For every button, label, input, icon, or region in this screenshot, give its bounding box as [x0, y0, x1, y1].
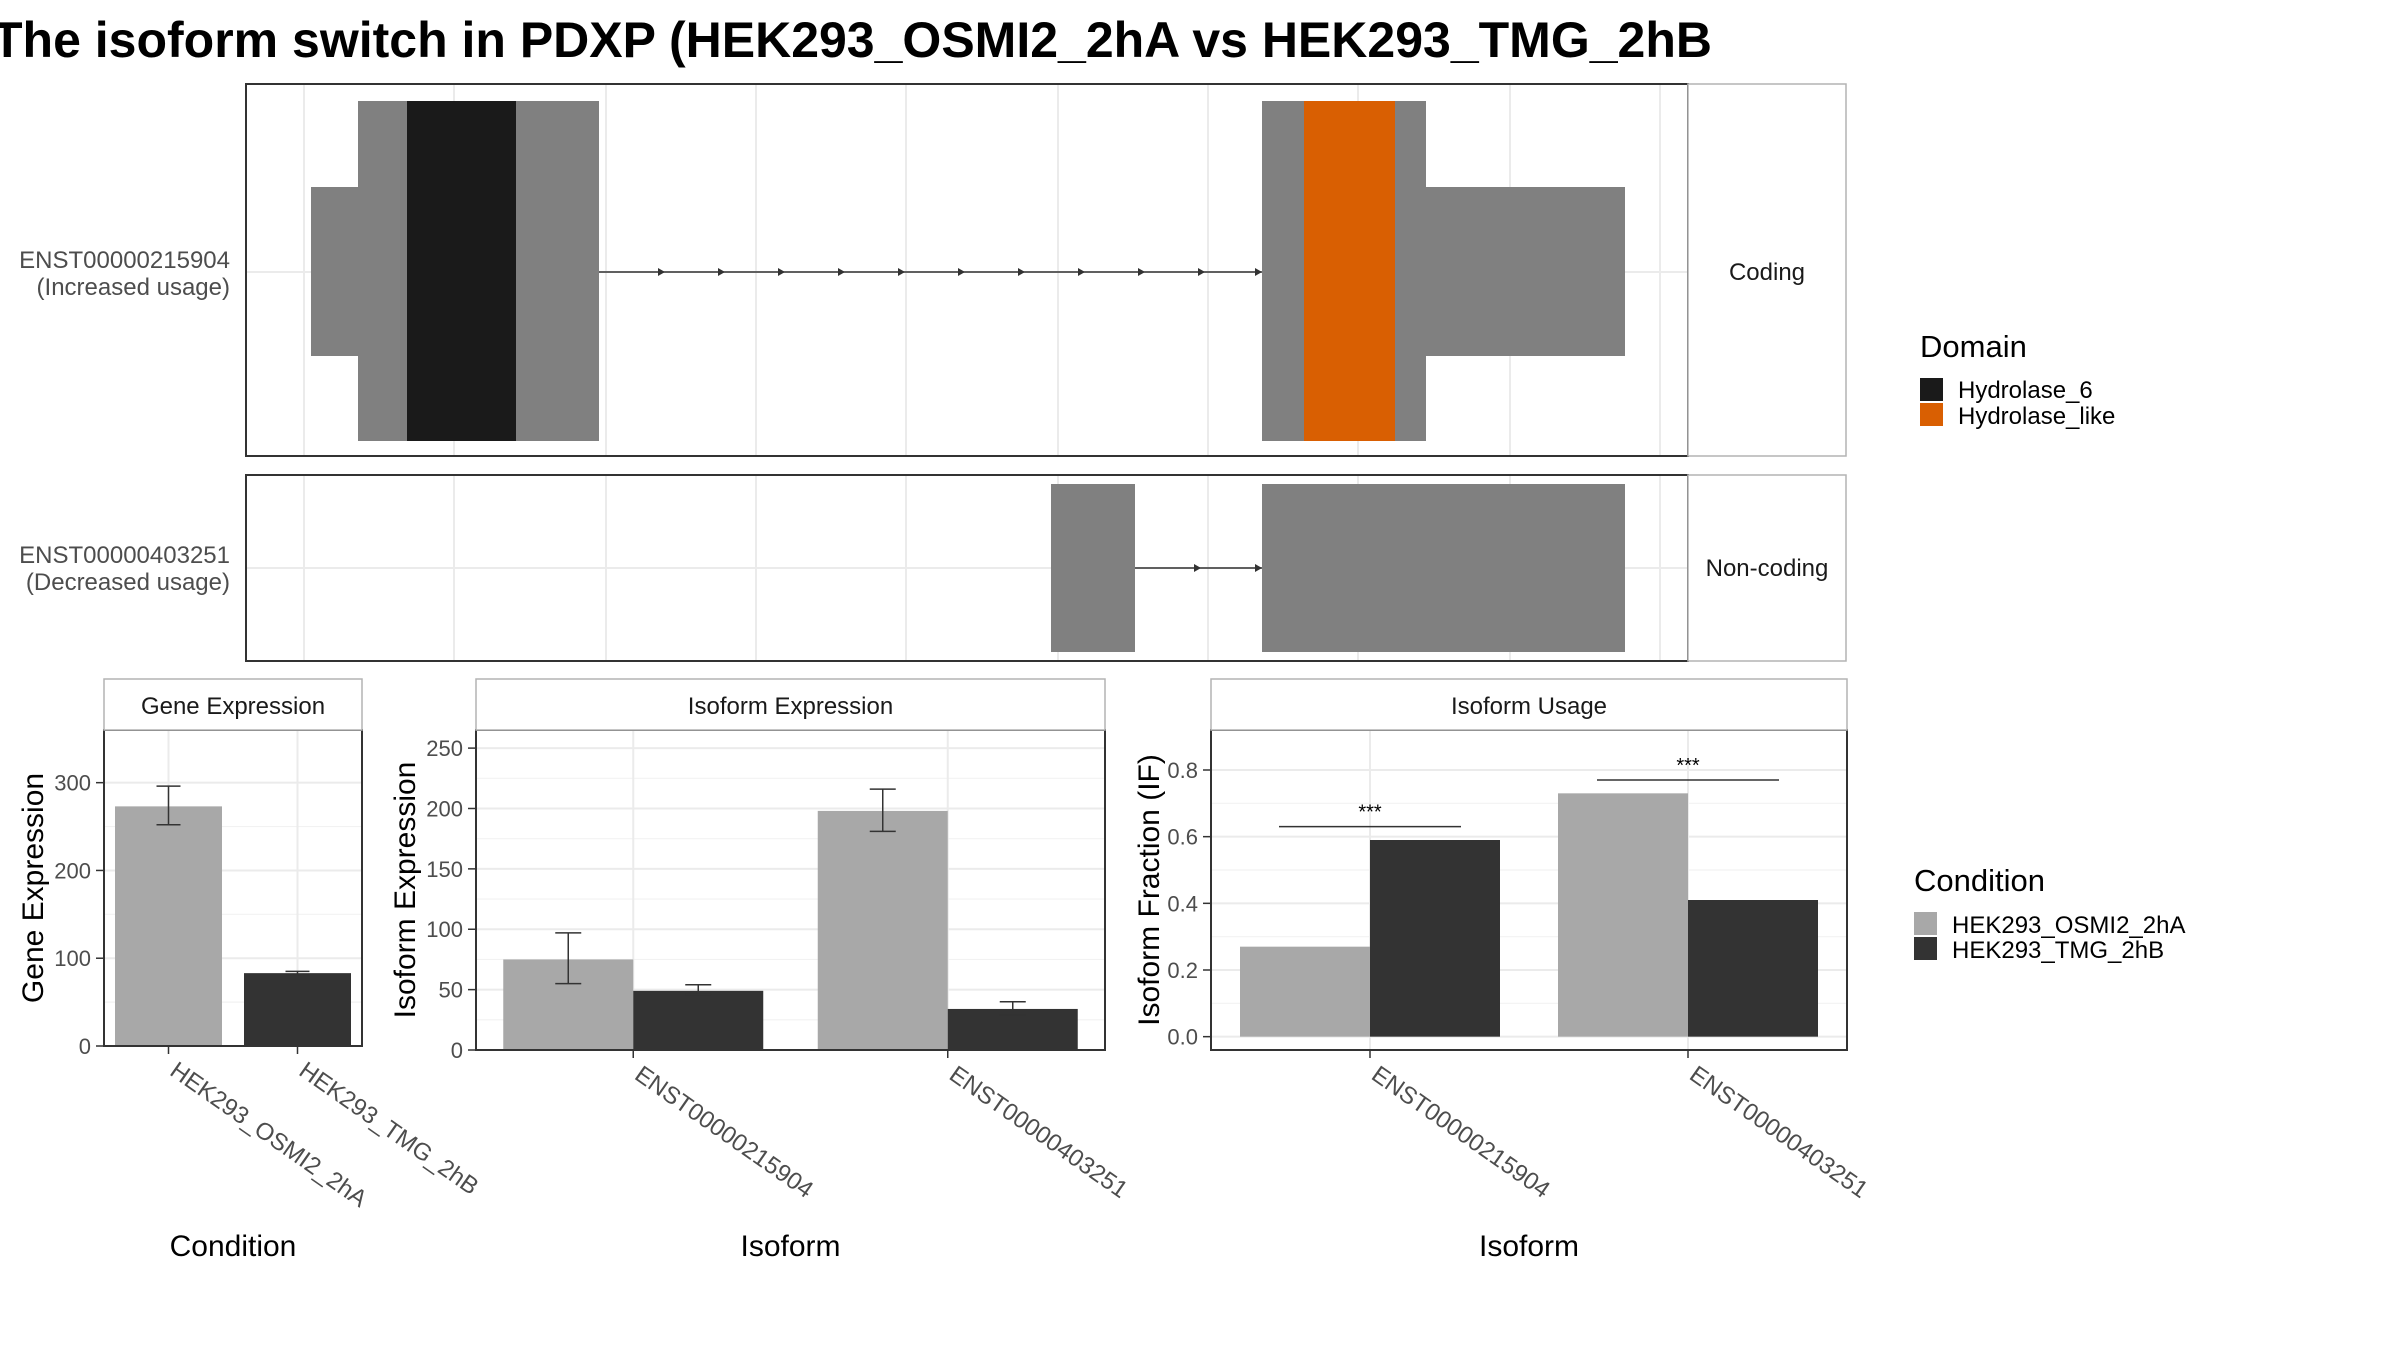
legend-label-cond-a: HEK293_OSMI2_2hA [1952, 912, 2185, 939]
facet-strip [103, 678, 363, 731]
bar [1240, 946, 1370, 1037]
x-tick-label: ENST00000403251 [1685, 1061, 1873, 1204]
y-tick-label: 0.4 [1167, 891, 1198, 916]
y-tick-label: 0 [79, 1034, 91, 1059]
structure-track-noncoding: Non-coding ENST00000403251 (Decreased us… [19, 474, 1847, 662]
noncoding-exon [1051, 484, 1135, 652]
y-tick-label: 0.8 [1167, 758, 1198, 783]
condition-legend-title: Condition [1914, 863, 2045, 898]
isoform-expression-panel: Isoform Expression 0 50 100 150 200 250 ENST000… [389, 678, 1133, 1263]
x-tick-label: ENST00000403251 [944, 1061, 1132, 1204]
x-axis-title: Isoform [1479, 1230, 1579, 1263]
panel-title: Gene Expression [141, 693, 325, 720]
bar [633, 990, 764, 1050]
facet-strip [1210, 678, 1848, 731]
transcript-id: ENST00000215904 [19, 247, 230, 274]
x-tick-label: ENST00000215904 [630, 1061, 818, 1204]
bar [244, 973, 351, 1046]
bar [947, 1008, 1078, 1050]
y-tick-label: 150 [426, 857, 463, 882]
facet-strip [475, 678, 1106, 731]
facet-strip [1687, 83, 1847, 457]
legend-label-hydrolase-6: Hydrolase_6 [1958, 377, 2093, 404]
transcript-id: ENST00000403251 [19, 542, 230, 569]
noncoding-exon [1262, 484, 1625, 652]
y-tick-label: 0.6 [1167, 825, 1198, 850]
utr-exon [311, 187, 359, 356]
y-axis-title: Isoform Fraction (IF) [1133, 754, 1166, 1026]
transcript-usage: (Decreased usage) [26, 569, 230, 596]
facet-label-noncoding: Non-coding [1706, 555, 1829, 582]
structure-track-coding: Coding ENST00000215904 (Increased usage) [19, 83, 1847, 457]
isoform-usage-panel: *** *** Isoform Usage 0.0 0.2 0.4 0.6 0.8 ENST00… [1133, 678, 1873, 1263]
y-tick-label: 0.2 [1167, 958, 1198, 983]
y-tick-label: 200 [426, 796, 463, 821]
y-tick-label: 100 [426, 917, 463, 942]
y-axis-title: Gene Expression [17, 773, 50, 1003]
significance-label: *** [1676, 755, 1700, 777]
domain-hydrolase-like [1304, 101, 1395, 441]
x-tick-label: ENST00000215904 [1367, 1061, 1555, 1204]
y-tick-label: 300 [54, 771, 91, 796]
y-tick-label: 250 [426, 736, 463, 761]
y-tick-label: 0.0 [1167, 1025, 1198, 1050]
legend-swatch-hydrolase-like [1920, 403, 1943, 426]
y-tick-label: 0 [451, 1038, 463, 1063]
condition-legend: Condition HEK293_OSMI2_2hA HEK293_TMG_2h… [1914, 863, 2185, 964]
intron-direction-arrows [1194, 564, 1262, 572]
bar [1370, 840, 1500, 1037]
facet-strip [1687, 474, 1847, 662]
y-tick-label: 50 [439, 978, 463, 1003]
x-axis-title: Condition [170, 1230, 297, 1263]
figure-title: The isoform switch in PDXP (HEK293_OSMI2… [0, 12, 1712, 68]
legend-swatch-hydrolase-6 [1920, 378, 1943, 401]
legend-swatch-cond-b [1914, 937, 1937, 960]
significance-label: *** [1358, 802, 1382, 824]
domain-legend-title: Domain [1920, 329, 2027, 364]
legend-label-cond-b: HEK293_TMG_2hB [1952, 937, 2164, 964]
x-axis-title: Isoform [740, 1230, 840, 1263]
bar [1688, 900, 1818, 1037]
legend-label-hydrolase-like: Hydrolase_like [1958, 403, 2115, 430]
bar [817, 810, 948, 1050]
legend-swatch-cond-a [1914, 912, 1937, 935]
intron-direction-arrows [658, 268, 1262, 276]
utr-exon [1425, 187, 1625, 356]
panel-title: Isoform Expression [688, 693, 893, 720]
y-axis-title: Isoform Expression [389, 762, 422, 1019]
y-tick-label: 100 [54, 946, 91, 971]
y-tick-label: 200 [54, 858, 91, 883]
domain-legend: Domain Hydrolase_6 Hydrolase_like [1920, 329, 2115, 430]
bar [115, 806, 222, 1046]
domain-hydrolase-6 [407, 101, 516, 441]
transcript-usage: (Increased usage) [37, 274, 230, 301]
panel-title: Isoform Usage [1451, 693, 1607, 720]
facet-label-coding: Coding [1729, 259, 1805, 286]
bar [1558, 793, 1688, 1037]
